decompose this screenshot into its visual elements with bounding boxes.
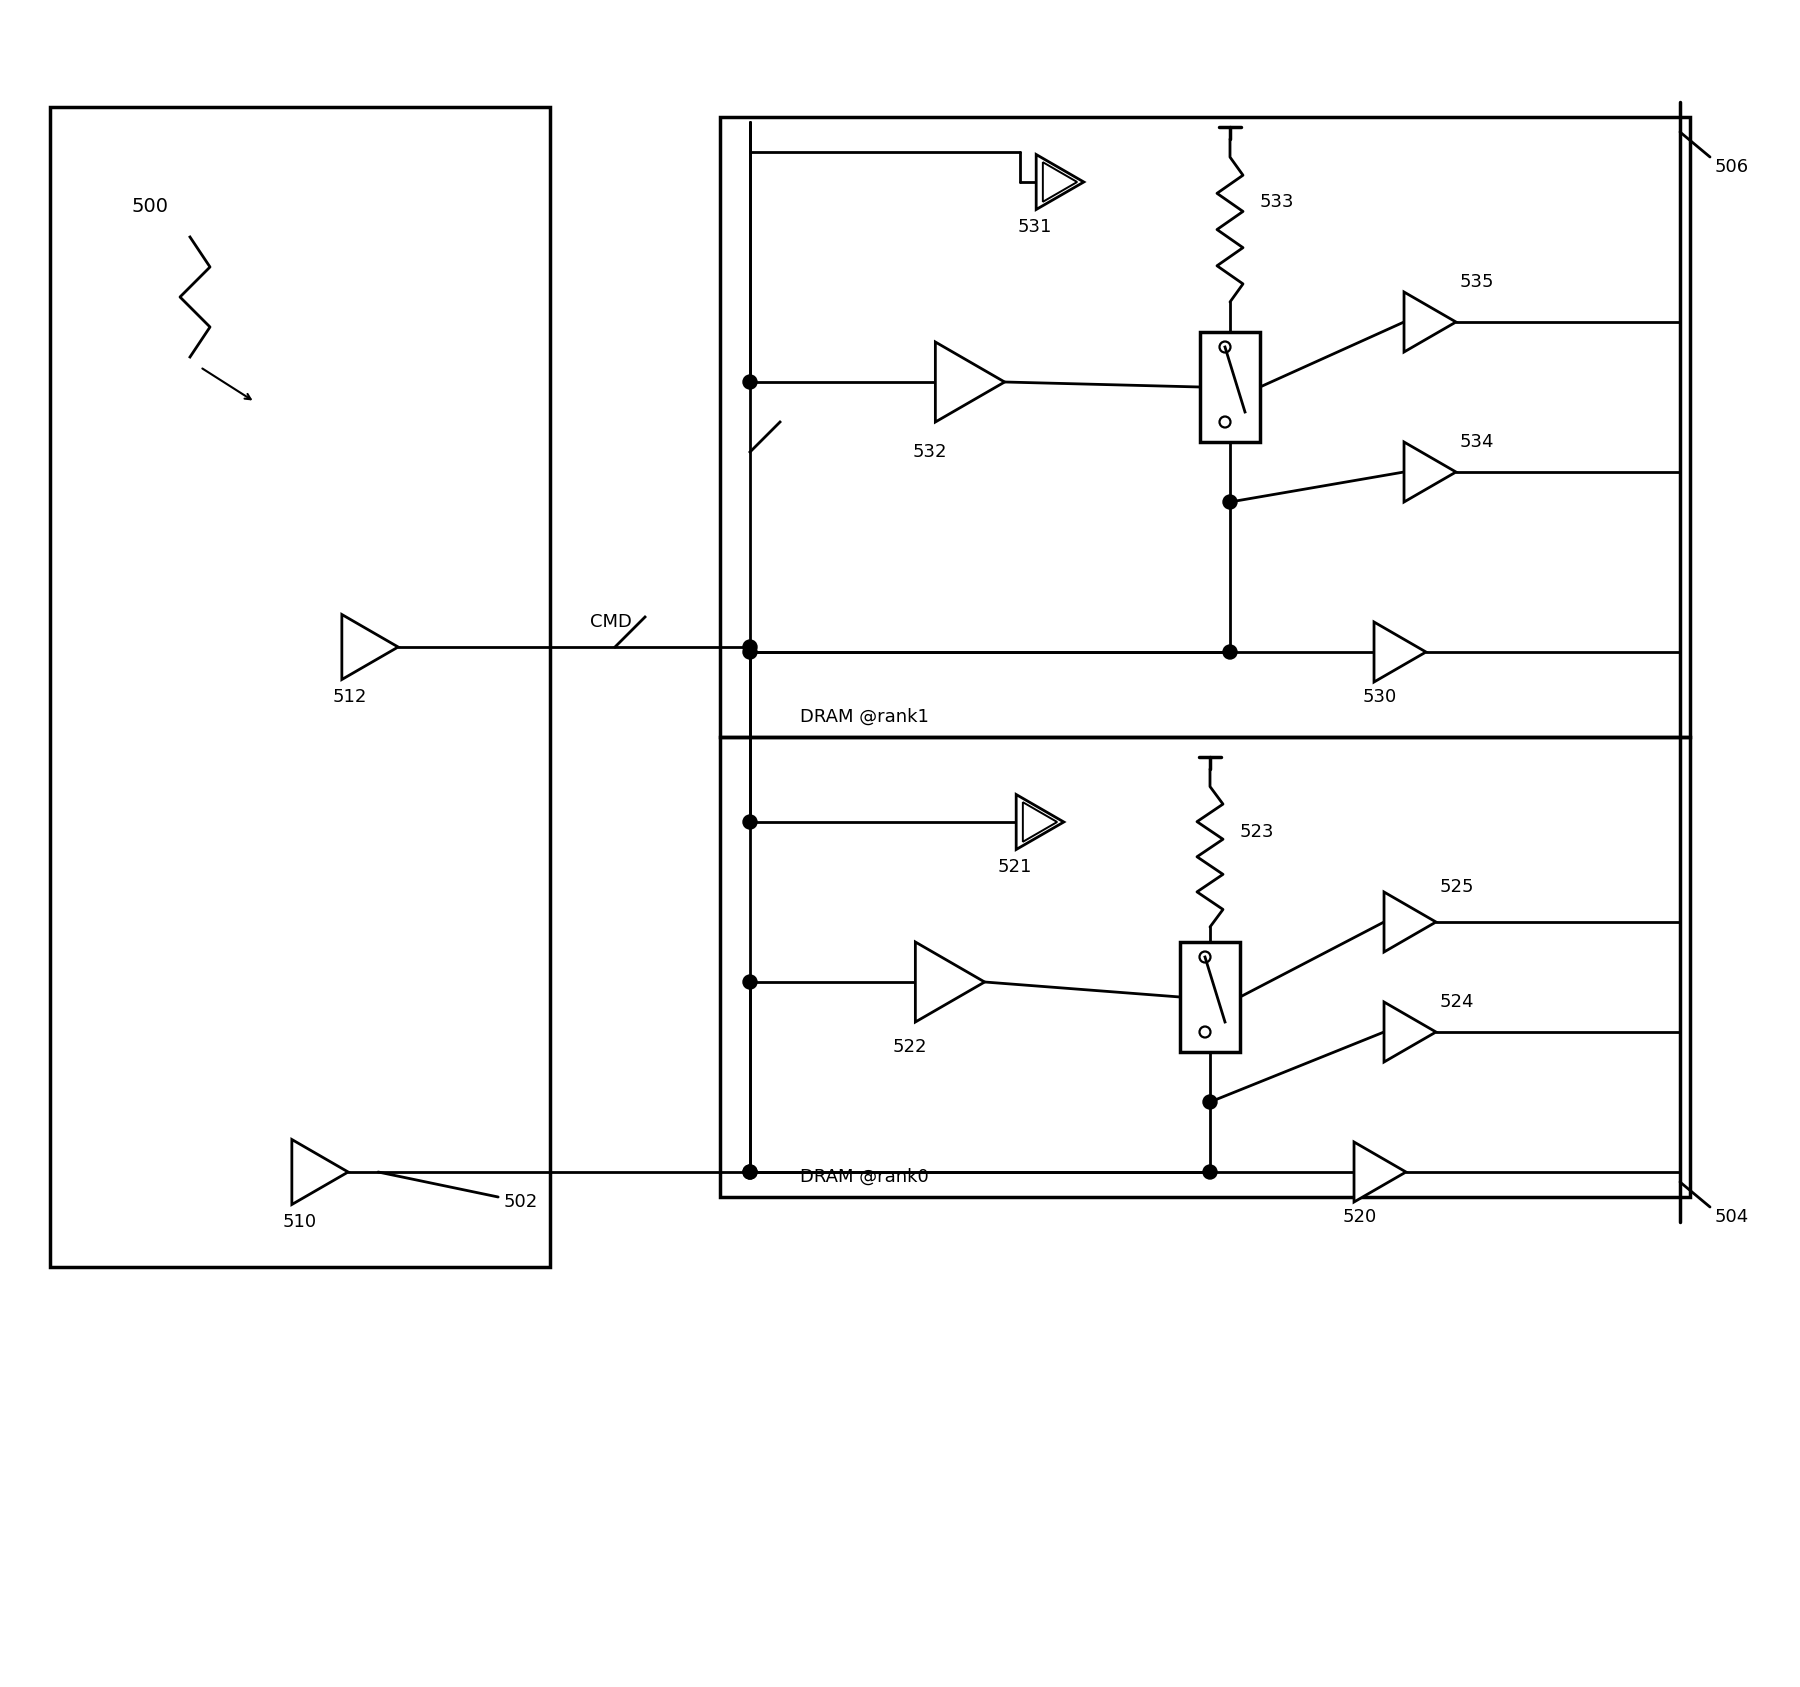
Bar (1201, 332, 1260, 442)
Text: 523: 523 (1240, 823, 1274, 842)
Circle shape (743, 1166, 758, 1179)
Text: 506: 506 (1715, 159, 1750, 175)
Text: 502: 502 (504, 1193, 538, 1211)
Circle shape (743, 1166, 758, 1179)
Text: 510: 510 (283, 1213, 317, 1232)
Bar (720, 116, 1690, 737)
Polygon shape (1404, 292, 1456, 353)
Text: 534: 534 (1460, 434, 1494, 450)
Text: 500: 500 (131, 197, 169, 216)
Text: 530: 530 (1363, 688, 1397, 705)
Text: 535: 535 (1460, 273, 1494, 290)
Polygon shape (936, 342, 1004, 422)
Text: 531: 531 (1017, 218, 1053, 236)
Circle shape (1222, 494, 1237, 509)
Text: CMD: CMD (590, 612, 632, 631)
Polygon shape (1017, 795, 1064, 850)
Text: DRAM @rank0: DRAM @rank0 (799, 1167, 929, 1186)
Circle shape (743, 975, 758, 989)
Circle shape (743, 644, 758, 660)
Circle shape (1222, 644, 1237, 660)
Text: 532: 532 (913, 444, 947, 461)
Polygon shape (292, 1139, 347, 1205)
Circle shape (743, 815, 758, 828)
Bar (1181, 941, 1240, 1053)
Polygon shape (1373, 623, 1426, 682)
Text: 522: 522 (893, 1038, 927, 1056)
Text: 533: 533 (1260, 192, 1294, 211)
Polygon shape (342, 614, 398, 680)
Text: 520: 520 (1343, 1208, 1377, 1226)
Polygon shape (916, 941, 985, 1022)
Circle shape (743, 375, 758, 390)
Circle shape (1202, 1095, 1217, 1108)
Text: 512: 512 (333, 688, 367, 705)
Polygon shape (1354, 1142, 1406, 1203)
Polygon shape (1384, 1002, 1436, 1063)
Polygon shape (1404, 442, 1456, 503)
Text: DRAM @rank1: DRAM @rank1 (799, 709, 929, 725)
Text: 504: 504 (1715, 1208, 1750, 1226)
Polygon shape (1384, 892, 1436, 951)
Circle shape (1202, 1166, 1217, 1179)
Text: 521: 521 (997, 859, 1031, 876)
Text: 524: 524 (1440, 994, 1474, 1011)
Text: 525: 525 (1440, 877, 1474, 896)
Polygon shape (1037, 155, 1084, 209)
Bar (50, 106, 551, 1267)
Circle shape (743, 639, 758, 655)
Bar (720, 737, 1690, 1198)
